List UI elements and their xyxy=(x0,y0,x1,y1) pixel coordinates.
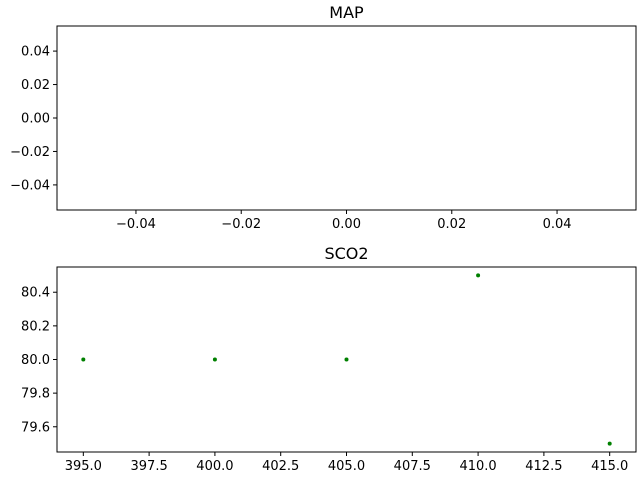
map-x-tick-label: −0.02 xyxy=(221,217,261,232)
map-y-tick-label: −0.02 xyxy=(10,145,50,160)
sco2-data-point xyxy=(212,357,217,362)
sco2-x-tick-label: 407.5 xyxy=(394,459,431,474)
map-y-tick-label: −0.04 xyxy=(10,178,50,193)
sco2-x-tick-label: 400.0 xyxy=(196,459,233,474)
sco2-y-tick-label: 79.8 xyxy=(21,387,50,402)
sco2-x-tick-label: 397.5 xyxy=(131,459,168,474)
sco2-x-tick-label: 415.0 xyxy=(591,459,628,474)
sco2-data-point xyxy=(476,273,481,278)
map-x-tick-label: 0.04 xyxy=(543,217,572,232)
sco2-y-tick-label: 80.2 xyxy=(21,319,50,334)
map-x-tick-label: 0.02 xyxy=(437,217,466,232)
sco2-x-tick-label: 395.0 xyxy=(65,459,102,474)
sco2-x-tick-label: 402.5 xyxy=(262,459,299,474)
sco2-axes-frame xyxy=(56,266,637,453)
sco2-x-tick-label: 412.5 xyxy=(525,459,562,474)
map-y-tick-label: 0.02 xyxy=(21,78,50,93)
sco2-y-tick-label: 80.4 xyxy=(21,286,50,301)
sco2-data-point xyxy=(81,357,86,362)
sco2-y-tick-label: 79.6 xyxy=(21,420,50,435)
map-axes-frame xyxy=(56,25,637,211)
map-x-tick-label: −0.04 xyxy=(116,217,156,232)
sco2-data-point xyxy=(344,357,349,362)
map-y-tick-label: 0.00 xyxy=(21,112,50,127)
sco2-y-tick-label: 80.0 xyxy=(21,353,50,368)
map-title: MAP xyxy=(329,3,364,22)
sco2-data-point xyxy=(607,441,612,446)
map-panel: MAP −0.04 −0.02 0.00 0.02 0.04 0.04 0.02 0.00 −0.… xyxy=(10,3,637,232)
map-x-tick-label: 0.00 xyxy=(332,217,361,232)
sco2-x-tick-label: 405.0 xyxy=(328,459,365,474)
sco2-title: SCO2 xyxy=(324,244,368,263)
sco2-x-tick-label: 410.0 xyxy=(459,459,496,474)
map-y-tick-label: 0.04 xyxy=(21,45,50,60)
sco2-panel: SCO2 395.0 397.5 400.0 402.5 405.0 407.5 410.0 4… xyxy=(21,244,637,474)
